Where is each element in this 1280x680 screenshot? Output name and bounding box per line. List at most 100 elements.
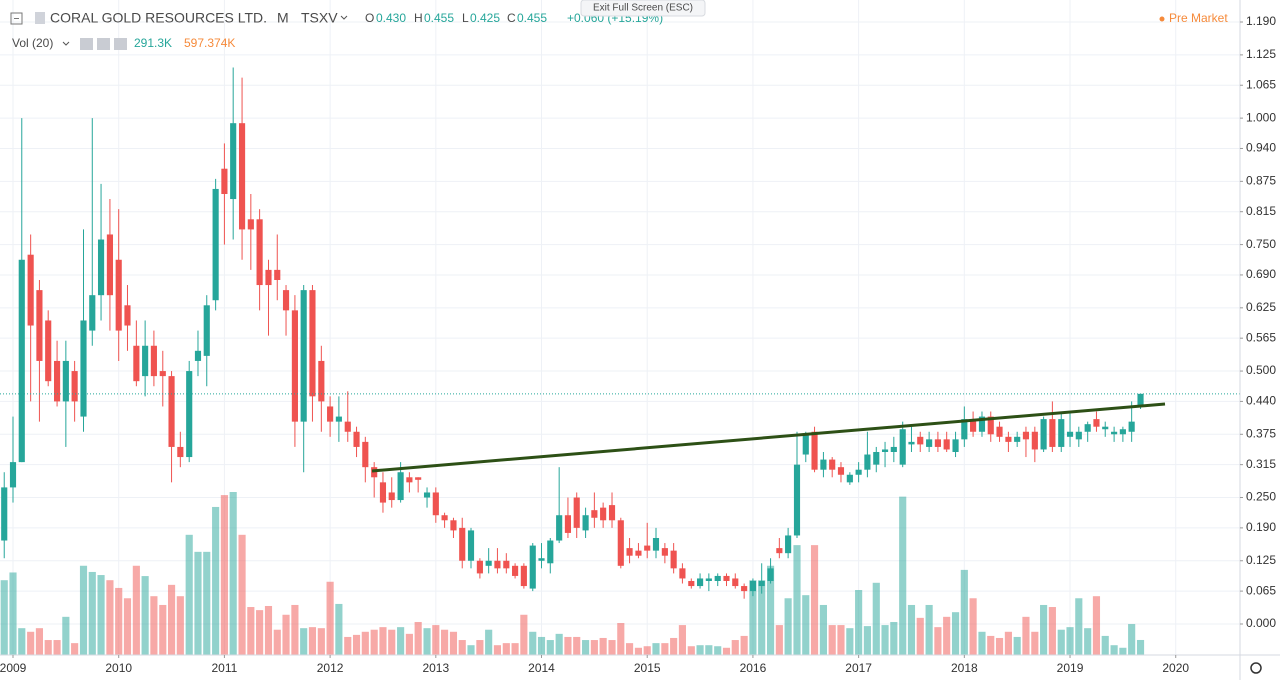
y-tick-label: 1.190 <box>1246 14 1276 28</box>
exit-button[interactable] <box>580 0 706 17</box>
candle-body <box>388 492 395 501</box>
candle-body <box>917 436 924 445</box>
candle-body <box>749 580 756 592</box>
ohlc-value: 0.425 <box>470 11 500 25</box>
volume-bar <box>1092 596 1101 655</box>
candle-body <box>952 439 959 452</box>
volume-bar <box>599 637 607 655</box>
volume-bar <box>476 640 484 655</box>
candle-body <box>652 537 660 551</box>
candle-body <box>978 416 986 432</box>
candle-body <box>282 290 290 311</box>
interval[interactable]: M <box>277 10 289 26</box>
candle-body <box>476 560 483 574</box>
volume-bar <box>705 645 713 655</box>
candle-body <box>837 467 845 475</box>
candle-body <box>318 360 325 402</box>
ohlc-value: 0.455 <box>424 11 454 25</box>
collapse-icon[interactable] <box>10 12 23 25</box>
candle-body <box>529 545 536 589</box>
candle-body <box>855 469 862 475</box>
exchange[interactable]: TSXV <box>301 10 338 26</box>
candle-body <box>881 449 889 452</box>
candle-body <box>133 345 140 382</box>
candle-body <box>150 345 157 377</box>
candle-body <box>758 580 765 587</box>
volume-bar <box>546 640 554 655</box>
candle-body <box>679 568 686 579</box>
candle-body <box>890 446 897 452</box>
volume-bar <box>661 643 669 655</box>
trend-line <box>371 402 1166 473</box>
y-tick-label: 0.500 <box>1246 363 1276 377</box>
volume-bar <box>1013 636 1021 655</box>
volume-bar <box>71 643 79 655</box>
candle-body <box>635 550 642 556</box>
candle-body <box>1031 431 1038 450</box>
candle-body <box>441 515 448 521</box>
candle-body <box>54 360 61 402</box>
volume-bar <box>819 604 827 655</box>
candle-body <box>80 320 87 417</box>
candle-body <box>62 360 69 402</box>
y-tick-label: 0.190 <box>1246 520 1276 534</box>
volume-bar <box>467 645 475 655</box>
volume-bar <box>687 646 695 655</box>
remove-icon[interactable] <box>114 38 127 50</box>
candle-body <box>714 575 721 581</box>
x-tick-label: 2009 <box>0 661 27 675</box>
candle-body <box>1137 393 1144 407</box>
volume-bar <box>397 627 405 655</box>
candle-body <box>397 472 404 501</box>
candle-body <box>564 515 572 533</box>
ohlc-value: 0.455 <box>517 11 547 25</box>
volume-bar <box>731 640 739 655</box>
candle-body <box>177 446 184 458</box>
ohlc-letter: C <box>507 11 516 25</box>
volume-bar <box>344 636 352 655</box>
volume-bar <box>79 565 88 655</box>
candle-body <box>961 419 968 440</box>
eye-icon[interactable] <box>80 38 93 50</box>
x-tick-label: 2012 <box>317 661 344 675</box>
session-dot <box>1159 16 1165 22</box>
volume-bar <box>643 646 651 655</box>
volume-bar <box>1048 607 1056 655</box>
candle-body <box>1093 419 1100 427</box>
volume-bar <box>652 643 660 655</box>
volume-bar <box>617 623 625 655</box>
candle-layer <box>1 67 1144 599</box>
volume-bar <box>678 625 686 655</box>
volume-bar <box>1066 627 1074 655</box>
x-tick-label: 2015 <box>634 661 661 675</box>
candle-body <box>485 560 492 566</box>
volume-bar <box>388 629 396 655</box>
volume-bar <box>203 551 211 655</box>
symbol-icon <box>35 12 45 24</box>
candle-body <box>1084 424 1091 432</box>
volume-bar <box>987 635 995 655</box>
volume-bar <box>802 595 810 655</box>
volume-bar <box>951 612 960 655</box>
volume-bar <box>634 647 643 655</box>
volume-bar <box>529 631 537 655</box>
volume-layer <box>0 492 1145 655</box>
candle-body <box>741 586 748 592</box>
volume-bar <box>670 637 678 655</box>
candle-body <box>538 558 545 561</box>
volume-bar <box>1119 647 1127 655</box>
candle-body <box>1119 429 1126 435</box>
candle-body <box>520 565 527 587</box>
volume-bar <box>1101 635 1109 655</box>
y-tick-label: 0.375 <box>1246 426 1276 440</box>
candle-body <box>926 439 933 447</box>
candle-body <box>203 305 210 356</box>
settings-gear[interactable] <box>1250 662 1262 674</box>
volume-bar <box>1022 616 1030 655</box>
settings-icon[interactable] <box>97 38 110 50</box>
volume-bar <box>185 534 193 655</box>
candle-body <box>379 482 387 503</box>
volume-bar <box>1057 629 1065 655</box>
candle-body <box>1075 431 1082 440</box>
volume-bar <box>863 626 871 655</box>
